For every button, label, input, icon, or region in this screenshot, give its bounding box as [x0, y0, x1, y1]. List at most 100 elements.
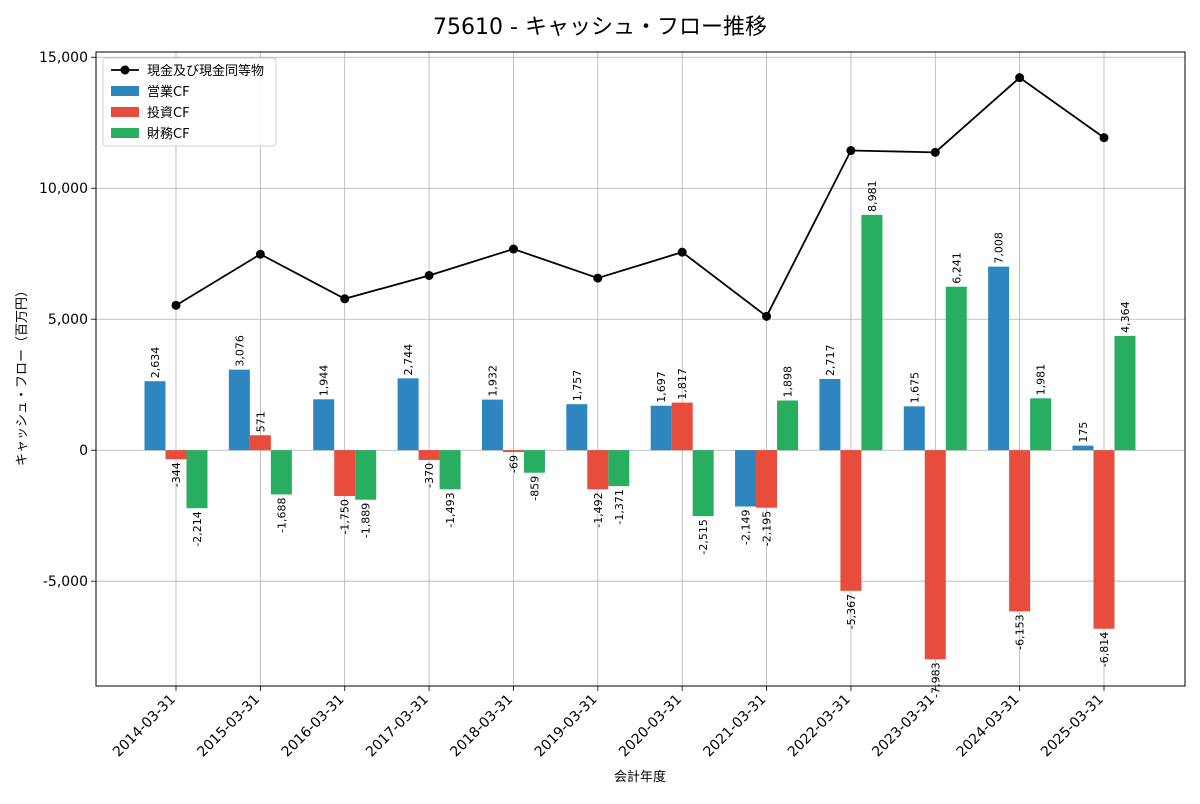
x-tick-label: 2021-03-31 [701, 692, 770, 761]
y-tick-label: 15,000 [39, 50, 88, 66]
bar [1009, 450, 1031, 612]
bar [692, 450, 714, 517]
bar-value-label: 8,981 [866, 180, 879, 212]
bar-value-label: 1,981 [1035, 364, 1048, 396]
bar-value-label: -344 [170, 462, 183, 487]
cash-balance-point [1015, 73, 1025, 83]
bar [903, 406, 925, 451]
legend-label: 財務CF [147, 127, 190, 142]
bar-value-label: 1,898 [782, 366, 795, 398]
x-tick-label: 2020-03-31 [616, 692, 685, 761]
legend-bar-swatch [111, 128, 139, 138]
bar-value-labels: 2,634 3,076 1,944 2,744 1,932 1,757 1,697 -2,14… [149, 180, 1132, 697]
cash-balance-point [846, 146, 856, 156]
bar [650, 405, 672, 451]
bar-value-label: -2,214 [191, 511, 204, 546]
x-tick-label: 2018-03-31 [447, 692, 516, 761]
bar-value-label: 1,944 [318, 365, 331, 397]
bar [735, 450, 757, 507]
bar-value-label: 3,076 [233, 335, 246, 367]
bar [313, 399, 335, 451]
bars [144, 214, 1136, 660]
bar [587, 450, 609, 490]
bar [1093, 450, 1115, 629]
cash-balance-point [255, 249, 265, 259]
legend-bar-swatch [111, 107, 139, 117]
bar-value-label: -859 [528, 476, 541, 501]
legend-label: 営業CF [147, 84, 190, 100]
bar [924, 450, 946, 660]
cash-balance-point [171, 300, 181, 310]
legend-label: 投資CF [147, 105, 190, 121]
cash-balance-point [762, 311, 772, 321]
bar-value-label: -69 [507, 455, 520, 473]
bar-value-label: 1,817 [676, 368, 689, 400]
bar [249, 435, 271, 451]
bar-value-label: 175 [1077, 422, 1090, 443]
x-tick-label: 2019-03-31 [532, 692, 601, 761]
x-tick-label: 2014-03-31 [110, 692, 179, 761]
bar-value-label: 571 [254, 411, 267, 432]
cash-balance-point [593, 273, 603, 283]
chart-title: 75610 - キャッシュ・フロー推移 [433, 15, 767, 40]
bar [777, 400, 799, 451]
bar [861, 214, 883, 451]
bar [1030, 398, 1052, 451]
x-tick-label: 2016-03-31 [279, 692, 348, 761]
bar [144, 381, 166, 451]
y-tick-label: -5,000 [43, 574, 88, 590]
bar-value-label: -1,493 [444, 492, 457, 527]
x-tick-label: 2022-03-31 [785, 692, 854, 761]
bar-value-label: 1,697 [655, 371, 668, 403]
bar-value-label: 4,364 [1119, 301, 1132, 333]
bar-value-label: -1,688 [275, 497, 288, 532]
axes: -5,000 0 5,000 10,000 15,000 2014-03-31 2015-0… [39, 50, 1186, 761]
legend-line-marker [120, 65, 130, 75]
legend-box [102, 57, 277, 147]
bar [566, 404, 588, 451]
bar-value-label: -1,371 [613, 489, 626, 524]
bar-value-label: -1,889 [360, 503, 373, 538]
y-axis-label: キャッシュ・フロー（百万円） [15, 284, 30, 466]
bar [671, 402, 693, 451]
cash-balance-line [171, 73, 1109, 321]
legend-bar-swatch [111, 86, 139, 96]
cash-balance-polyline [175, 76, 1105, 318]
x-tick-label: 2023-03-31 [869, 692, 938, 761]
bar [186, 450, 208, 509]
bar-value-label: -6,814 [1098, 632, 1111, 667]
bar [165, 450, 187, 460]
bar [228, 369, 250, 451]
bar [523, 450, 545, 473]
bar-value-label: -2,195 [761, 511, 774, 546]
bar [418, 450, 440, 460]
bar-value-label: 1,932 [486, 365, 499, 397]
cash-balance-point [930, 147, 940, 157]
cash-balance-point [508, 244, 518, 254]
cash-balance-point [340, 294, 350, 304]
bar [439, 450, 461, 490]
bar [270, 450, 292, 495]
bar-value-label: 6,241 [950, 252, 963, 284]
bar-value-label: -1,492 [592, 492, 605, 527]
bar [840, 450, 862, 591]
bar-value-label: -370 [423, 463, 436, 488]
bar [397, 378, 419, 451]
bar [481, 399, 503, 451]
bar-value-label: -5,367 [845, 594, 858, 629]
bar [608, 450, 630, 487]
legend-label: 現金及び現金同等物 [147, 63, 264, 79]
x-tick-label: 2024-03-31 [954, 692, 1023, 761]
bar-value-label: -6,153 [1014, 614, 1027, 649]
bar [355, 450, 377, 500]
y-tick-label: 0 [79, 443, 88, 459]
bar [1114, 335, 1136, 451]
bar [756, 450, 778, 508]
bar-value-label: -2,149 [740, 510, 753, 545]
bar-value-label: -7,983 [929, 662, 942, 697]
bar-value-label: 2,744 [402, 344, 415, 376]
bar [334, 450, 356, 497]
